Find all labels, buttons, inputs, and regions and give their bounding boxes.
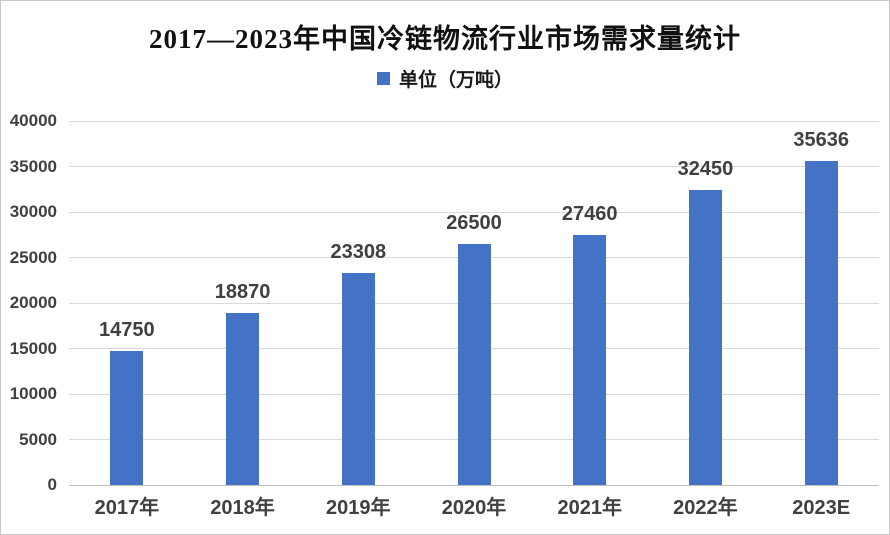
y-tick-label: 20000 — [9, 293, 57, 312]
bar — [573, 235, 607, 485]
x-axis-label: 2023E — [792, 497, 851, 519]
bar — [110, 350, 144, 485]
bar-value-label: 27460 — [561, 203, 618, 226]
bar-value-label: 23308 — [330, 240, 387, 263]
bar — [804, 160, 838, 485]
bar-value-label: 35636 — [793, 128, 849, 151]
legend-swatch-icon — [376, 72, 390, 85]
gridline — [69, 211, 879, 213]
bar-value-label: 32450 — [677, 157, 734, 180]
legend-label: 单位（万吨） — [398, 70, 513, 91]
plot-area: 0 5000 10000 15000 20000 25000 30000 35000 40000… — [10, 111, 879, 519]
x-axis-line — [69, 484, 879, 486]
y-tick-label: 35000 — [9, 156, 57, 176]
gridline — [69, 166, 879, 167]
y-tick-label: 5000 — [19, 429, 57, 449]
x-axis-label: 2022年 — [673, 497, 738, 519]
chart-title: 2017—2023年中国冷链物流行业市场需求量统计 — [149, 24, 741, 54]
chart-legend: 单位（万吨） — [1, 65, 889, 92]
x-axis-label: 2017年 — [94, 497, 160, 519]
x-axis-label: 2018年 — [210, 497, 275, 519]
y-tick-label: 0 — [47, 475, 57, 494]
y-tick-label: 10000 — [9, 384, 57, 403]
bar — [226, 313, 260, 485]
bar-value-label: 18870 — [214, 281, 271, 304]
x-axis-label: 2019年 — [326, 497, 391, 519]
x-axis-label: 2021年 — [557, 497, 622, 519]
y-tick-label: 40000 — [9, 111, 57, 130]
bar — [688, 189, 722, 485]
bar-value-label: 26500 — [446, 211, 502, 234]
y-tick-label: 15000 — [9, 338, 57, 358]
y-tick-label: 25000 — [9, 247, 57, 267]
gridline — [69, 120, 879, 122]
y-tick-label: 30000 — [9, 202, 57, 221]
bar-value-label: 14750 — [99, 318, 155, 341]
x-axis-label: 2020年 — [441, 497, 507, 519]
bar — [457, 243, 491, 485]
bar — [341, 272, 375, 485]
